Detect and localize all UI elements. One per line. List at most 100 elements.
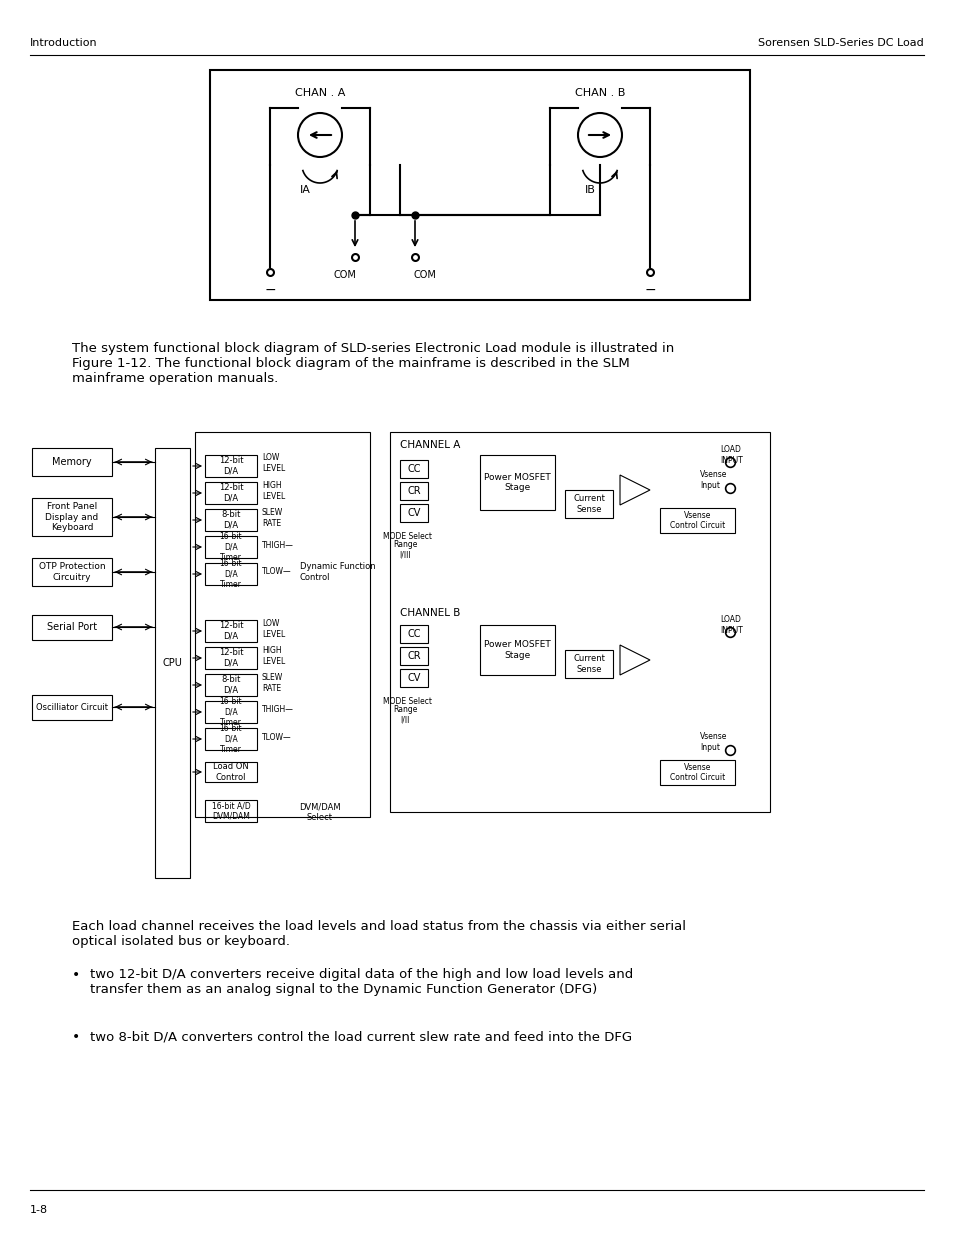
Bar xyxy=(399,625,428,643)
Text: TLOW—: TLOW— xyxy=(262,568,292,577)
Text: 16-bit
D/A
Timer: 16-bit D/A Timer xyxy=(219,559,242,589)
Text: Range
I/II: Range I/II xyxy=(393,705,416,725)
Text: THIGH—: THIGH— xyxy=(262,705,294,715)
Text: LOAD
INPUT: LOAD INPUT xyxy=(720,446,742,464)
Text: Current
Sense: Current Sense xyxy=(573,494,604,514)
Bar xyxy=(399,504,428,522)
Bar xyxy=(659,760,734,785)
Text: LOAD
INPUT: LOAD INPUT xyxy=(720,615,742,635)
Text: 16-bit
D/A
Timer: 16-bit D/A Timer xyxy=(219,532,242,562)
Text: Serial Port: Serial Port xyxy=(47,622,97,632)
Bar xyxy=(205,620,256,642)
Text: CC: CC xyxy=(407,629,420,638)
Bar xyxy=(205,674,256,697)
Bar xyxy=(205,762,256,782)
Bar xyxy=(399,647,428,664)
Text: 16-bit A/D
DVM/DAM: 16-bit A/D DVM/DAM xyxy=(212,802,250,821)
Text: MODE Select: MODE Select xyxy=(382,532,432,541)
Text: 8-bit
D/A: 8-bit D/A xyxy=(221,676,240,695)
Text: Vsense
Control Circuit: Vsense Control Circuit xyxy=(669,763,724,782)
Bar xyxy=(32,695,112,720)
Text: SLEW
RATE: SLEW RATE xyxy=(262,673,283,693)
Bar xyxy=(32,448,112,475)
Text: THIGH—: THIGH— xyxy=(262,541,294,550)
Bar xyxy=(205,727,256,750)
Bar xyxy=(205,701,256,722)
Bar xyxy=(32,558,112,585)
Text: SLEW
RATE: SLEW RATE xyxy=(262,509,283,527)
Text: CHANNEL A: CHANNEL A xyxy=(399,440,459,450)
Text: DVM/DAM
Select: DVM/DAM Select xyxy=(299,803,340,821)
Text: HIGH
LEVEL: HIGH LEVEL xyxy=(262,482,285,500)
Text: OTP Protection
Circuitry: OTP Protection Circuitry xyxy=(39,562,105,582)
Bar xyxy=(194,432,370,818)
Text: •: • xyxy=(71,1030,80,1044)
Text: CHAN . B: CHAN . B xyxy=(575,88,624,98)
Text: Oscilliator Circuit: Oscilliator Circuit xyxy=(36,703,108,713)
Text: CR: CR xyxy=(407,487,420,496)
Text: 16-bit
D/A
Timer: 16-bit D/A Timer xyxy=(219,697,242,727)
Bar xyxy=(399,482,428,500)
Text: CC: CC xyxy=(407,464,420,474)
Bar xyxy=(479,625,555,676)
Text: 1-8: 1-8 xyxy=(30,1205,48,1215)
Text: Dynamic Function
Control: Dynamic Function Control xyxy=(299,562,375,582)
Text: Sorensen SLD-Series DC Load: Sorensen SLD-Series DC Load xyxy=(758,38,923,48)
Text: 12-bit
D/A: 12-bit D/A xyxy=(218,648,243,668)
Bar xyxy=(564,650,613,678)
Text: LOW
LEVEL: LOW LEVEL xyxy=(262,453,285,473)
Text: 8-bit
D/A: 8-bit D/A xyxy=(221,510,240,530)
Bar xyxy=(399,669,428,687)
Bar xyxy=(479,454,555,510)
Text: Introduction: Introduction xyxy=(30,38,97,48)
Text: Power MOSFET
Stage: Power MOSFET Stage xyxy=(483,473,550,493)
Bar xyxy=(399,459,428,478)
Bar xyxy=(32,615,112,640)
Polygon shape xyxy=(619,475,649,505)
Bar xyxy=(659,508,734,534)
Text: CV: CV xyxy=(407,508,420,517)
Text: MODE Select: MODE Select xyxy=(382,697,432,706)
Bar xyxy=(205,800,256,823)
Text: 12-bit
D/A: 12-bit D/A xyxy=(218,456,243,475)
Text: IB: IB xyxy=(584,185,595,195)
Text: −: − xyxy=(643,283,655,296)
Text: Vsense
Input: Vsense Input xyxy=(700,732,726,752)
Text: COM: COM xyxy=(414,270,436,280)
Bar xyxy=(390,432,769,811)
Text: CHANNEL B: CHANNEL B xyxy=(399,608,459,618)
Text: −: − xyxy=(264,283,275,296)
Text: The system functional block diagram of SLD-series Electronic Load module is illu: The system functional block diagram of S… xyxy=(71,342,674,385)
Text: Current
Sense: Current Sense xyxy=(573,655,604,674)
Text: IA: IA xyxy=(299,185,310,195)
Text: 12-bit
D/A: 12-bit D/A xyxy=(218,483,243,503)
Text: CHAN . A: CHAN . A xyxy=(294,88,345,98)
Text: Vsense
Input: Vsense Input xyxy=(700,471,726,490)
Bar xyxy=(205,536,256,558)
Text: CV: CV xyxy=(407,673,420,683)
Text: Each load channel receives the load levels and load status from the chassis via : Each load channel receives the load leve… xyxy=(71,920,685,948)
Text: CR: CR xyxy=(407,651,420,661)
Bar xyxy=(205,454,256,477)
Text: Load ON
Control: Load ON Control xyxy=(213,762,249,782)
Text: Memory: Memory xyxy=(52,457,91,467)
Text: 16-bit
D/A
Timer: 16-bit D/A Timer xyxy=(219,724,242,753)
Bar xyxy=(32,498,112,536)
Bar xyxy=(205,509,256,531)
Text: Power MOSFET
Stage: Power MOSFET Stage xyxy=(483,640,550,659)
Text: •: • xyxy=(71,968,80,982)
Text: 12-bit
D/A: 12-bit D/A xyxy=(218,621,243,641)
Text: Vsense
Control Circuit: Vsense Control Circuit xyxy=(669,511,724,530)
Polygon shape xyxy=(619,645,649,676)
Text: CPU: CPU xyxy=(162,658,182,668)
Bar xyxy=(210,70,749,300)
Text: two 12-bit D/A converters receive digital data of the high and low load levels a: two 12-bit D/A converters receive digita… xyxy=(90,968,633,995)
Text: Front Panel
Display and
Keyboard: Front Panel Display and Keyboard xyxy=(46,503,98,532)
Bar xyxy=(154,448,190,878)
Text: HIGH
LEVEL: HIGH LEVEL xyxy=(262,646,285,666)
Text: COM: COM xyxy=(334,270,356,280)
Bar xyxy=(205,647,256,669)
Bar xyxy=(205,482,256,504)
Text: LOW
LEVEL: LOW LEVEL xyxy=(262,619,285,638)
Bar xyxy=(205,563,256,585)
